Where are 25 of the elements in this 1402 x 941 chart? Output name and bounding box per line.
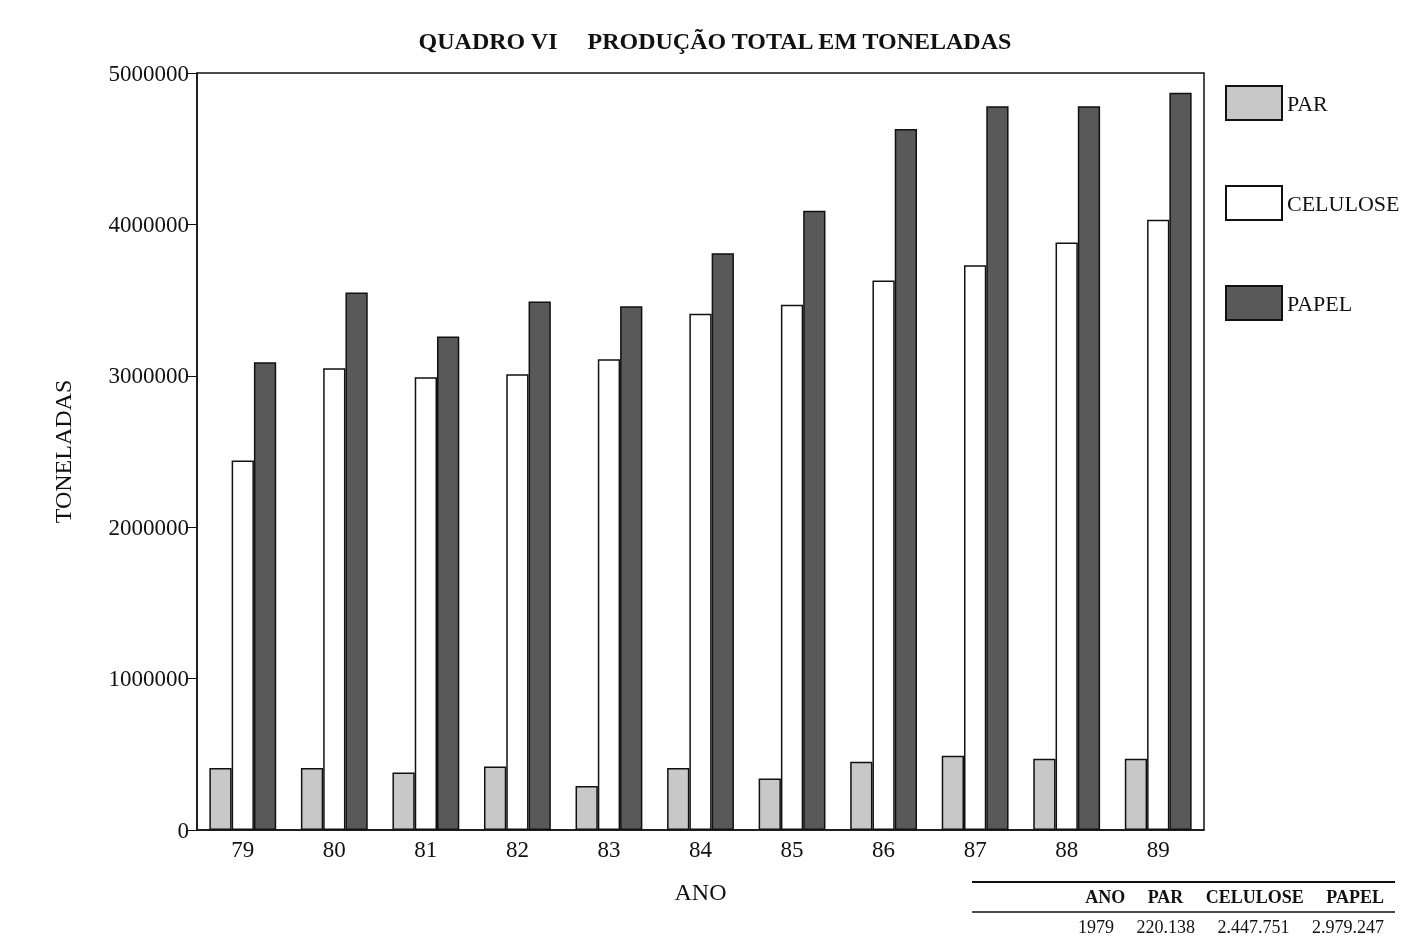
x-tick-label: 80 bbox=[322, 837, 346, 862]
text: 1979 220.138 2.447.751 2.979.247 bbox=[1078, 917, 1384, 937]
y-tick-label: 2000000 bbox=[108, 514, 189, 540]
y-axis-title: TONELADAS bbox=[50, 379, 76, 524]
y-tick-label: 5000000 bbox=[108, 60, 189, 86]
y-tick-label: 1000000 bbox=[108, 666, 189, 692]
y-tick-label: 3000000 bbox=[108, 363, 189, 389]
text: ANO PAR CELULOSE PAPEL bbox=[1085, 887, 1384, 907]
x-tick-label: 83 bbox=[597, 837, 621, 862]
x-axis-title: ANO bbox=[674, 879, 727, 905]
legend-label: PAPEL bbox=[1287, 290, 1353, 316]
x-tick-label: 86 bbox=[872, 837, 896, 862]
x-tick-label: 81 bbox=[414, 837, 438, 862]
x-tick-label: 89 bbox=[1146, 837, 1170, 862]
x-tick-label: 88 bbox=[1055, 837, 1079, 862]
x-tick-label: 84 bbox=[689, 837, 713, 862]
x-tick-label: 87 bbox=[963, 837, 987, 862]
x-tick-label: 85 bbox=[780, 837, 804, 862]
y-tick-label: 4000000 bbox=[108, 211, 189, 237]
legend-label: CELULOSE bbox=[1287, 190, 1400, 216]
legend-label: PAR bbox=[1287, 90, 1329, 116]
chart-title: QUADRO VI PRODUÇÃO TOTAL EM TONELADAS bbox=[418, 28, 1012, 54]
x-tick-label: 79 bbox=[231, 837, 255, 862]
x-tick-label: 82 bbox=[505, 837, 529, 862]
y-tick-label: 0 bbox=[177, 817, 189, 843]
